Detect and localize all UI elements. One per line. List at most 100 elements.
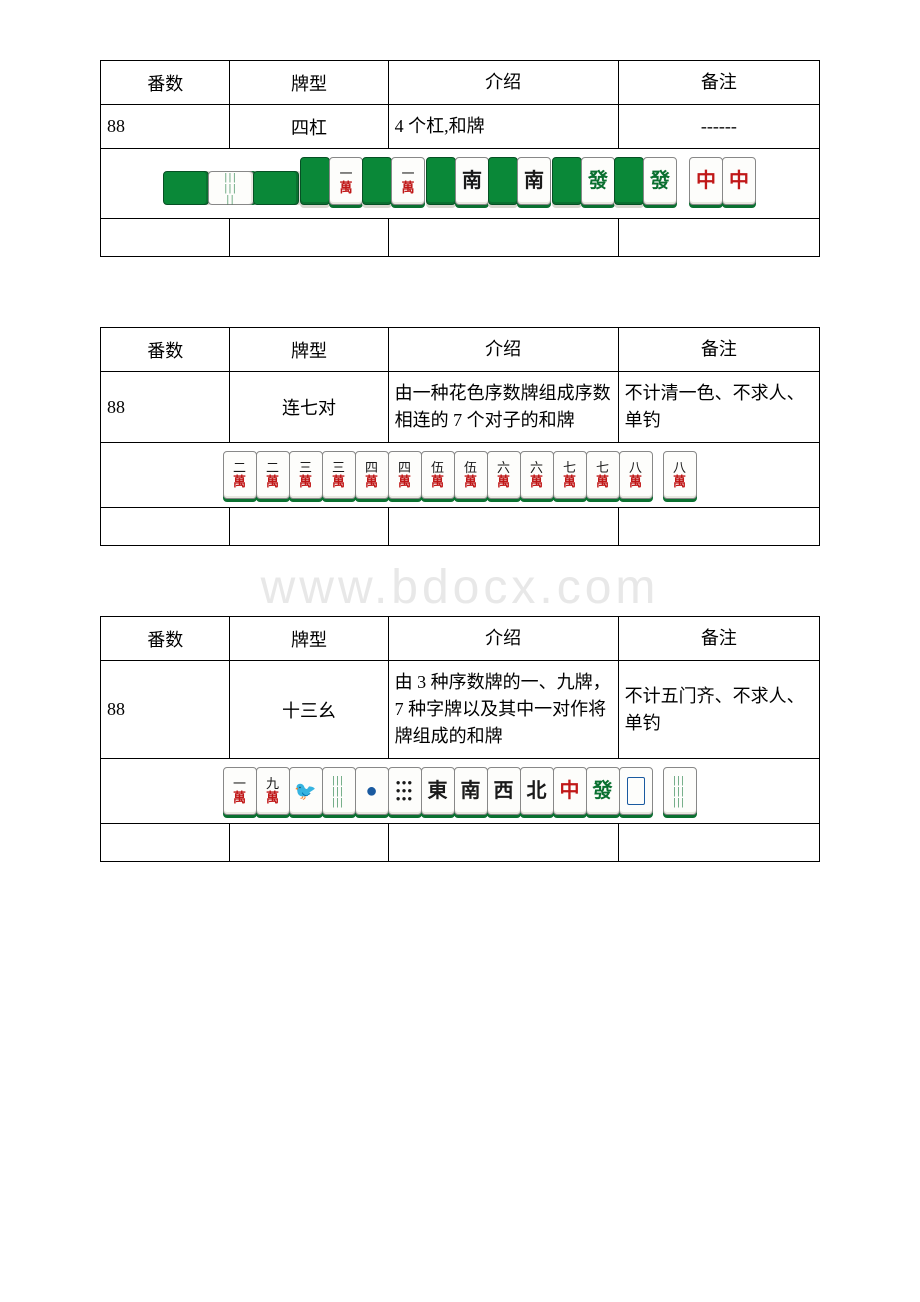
column-header-desc: 介绍 bbox=[388, 328, 618, 372]
tile-hand: ||| ||| ||一萬一萬南南發發中中 bbox=[164, 157, 756, 205]
mahjong-tile: 六萬 bbox=[520, 451, 554, 499]
table-row: ||| ||| ||一萬一萬南南發發中中 bbox=[101, 149, 820, 219]
mahjong-tile: 中 bbox=[553, 767, 587, 815]
empty-cell bbox=[618, 508, 819, 546]
mahjong-tile bbox=[253, 171, 299, 205]
cell-type: 十三幺 bbox=[230, 661, 388, 759]
mahjong-tile: 八萬 bbox=[663, 451, 697, 499]
table-row: 88连七对由一种花色序数牌组成序数相连的 7 个对子的和牌不计清一色、不求人、单… bbox=[101, 372, 820, 443]
mahjong-tile: 九萬 bbox=[256, 767, 290, 815]
mahjong-tile: 四萬 bbox=[355, 451, 389, 499]
mahjong-tile: ● bbox=[355, 767, 389, 815]
empty-cell bbox=[230, 219, 388, 257]
empty-cell bbox=[230, 824, 388, 862]
mahjong-tile: 七萬 bbox=[586, 451, 620, 499]
cell-fan: 88 bbox=[101, 372, 230, 443]
tables-container: 番数牌型介绍备注88四杠4 个杠,和牌------||| ||| ||一萬一萬南… bbox=[100, 60, 820, 862]
mahjong-tile: 一萬 bbox=[223, 767, 257, 815]
column-header-type: 牌型 bbox=[230, 328, 388, 372]
mahjong-tile: 八萬 bbox=[619, 451, 653, 499]
mahjong-tile: 北 bbox=[520, 767, 554, 815]
cell-desc: 由 3 种序数牌的一、九牌，7 种字牌以及其中一对作将牌组成的和牌 bbox=[388, 661, 618, 759]
empty-cell bbox=[618, 219, 819, 257]
column-header-note: 备注 bbox=[618, 617, 819, 661]
kong-group: 一萬一萬 bbox=[301, 157, 425, 205]
tiles-cell: 二萬二萬三萬三萬四萬四萬伍萬伍萬六萬六萬七萬七萬八萬八萬 bbox=[101, 443, 820, 508]
empty-cell bbox=[388, 508, 618, 546]
mahjong-tile bbox=[614, 157, 644, 205]
mahjong-tile: 伍萬 bbox=[421, 451, 455, 499]
mahjong-tile: ||| ||| ||| bbox=[322, 767, 356, 815]
table-row bbox=[101, 824, 820, 862]
cell-desc: 4 个杠,和牌 bbox=[388, 105, 618, 149]
mahjong-tile: 二萬 bbox=[256, 451, 290, 499]
cell-desc: 由一种花色序数牌组成序数相连的 7 个对子的和牌 bbox=[388, 372, 618, 443]
empty-cell bbox=[101, 508, 230, 546]
mahjong-tile: 發 bbox=[586, 767, 620, 815]
mahjong-tile: 西 bbox=[487, 767, 521, 815]
mahjong-tile: 二萬 bbox=[223, 451, 257, 499]
column-header-desc: 介绍 bbox=[388, 617, 618, 661]
table-row: 一萬九萬🐦||| ||| |||●●●● ●●● ●●●東南西北中發||| ||… bbox=[101, 759, 820, 824]
table-row: 二萬二萬三萬三萬四萬四萬伍萬伍萬六萬六萬七萬七萬八萬八萬 bbox=[101, 443, 820, 508]
mahjong-tile bbox=[426, 157, 456, 205]
mahjong-tile: ||| ||| ||| bbox=[663, 767, 697, 815]
kong-group: 發發 bbox=[553, 157, 677, 205]
mahjong-tile: 發 bbox=[581, 157, 615, 205]
mahjong-tile: 伍萬 bbox=[454, 451, 488, 499]
mahjong-tile bbox=[300, 157, 330, 205]
cell-note: ------ bbox=[618, 105, 819, 149]
mahjong-tile: 🐦 bbox=[289, 767, 323, 815]
empty-cell bbox=[101, 824, 230, 862]
tile-hand: 二萬二萬三萬三萬四萬四萬伍萬伍萬六萬六萬七萬七萬八萬八萬 bbox=[224, 451, 697, 499]
kong-group: 南南 bbox=[427, 157, 551, 205]
mahjong-tile bbox=[552, 157, 582, 205]
empty-cell bbox=[618, 824, 819, 862]
mahjong-tile bbox=[362, 157, 392, 205]
mahjong-tile: 南 bbox=[454, 767, 488, 815]
mahjong-tile: ●●● ●●● ●●● bbox=[388, 767, 422, 815]
mahjong-tile: 東 bbox=[421, 767, 455, 815]
table-row bbox=[101, 508, 820, 546]
cell-fan: 88 bbox=[101, 105, 230, 149]
column-header-note: 备注 bbox=[618, 61, 819, 105]
mahjong-tile: 南 bbox=[455, 157, 489, 205]
column-header-fan: 番数 bbox=[101, 61, 230, 105]
mahjong-tile: 一萬 bbox=[391, 157, 425, 205]
column-header-note: 备注 bbox=[618, 328, 819, 372]
mahjong-tile: 中 bbox=[689, 157, 723, 205]
table-row: 88四杠4 个杠,和牌------ bbox=[101, 105, 820, 149]
mahjong-tile bbox=[163, 171, 209, 205]
mahjong-tile bbox=[619, 767, 653, 815]
table-row: 88十三幺由 3 种序数牌的一、九牌，7 种字牌以及其中一对作将牌组成的和牌不计… bbox=[101, 661, 820, 759]
mahjong-tile: 發 bbox=[643, 157, 677, 205]
empty-cell bbox=[101, 219, 230, 257]
cell-note: 不计清一色、不求人、单钓 bbox=[618, 372, 819, 443]
mahjong-tile bbox=[488, 157, 518, 205]
mahjong-tile: 七萬 bbox=[553, 451, 587, 499]
column-header-type: 牌型 bbox=[230, 61, 388, 105]
tiles-cell: ||| ||| ||一萬一萬南南發發中中 bbox=[101, 149, 820, 219]
empty-cell bbox=[388, 824, 618, 862]
scoring-table: 番数牌型介绍备注88十三幺由 3 种序数牌的一、九牌，7 种字牌以及其中一对作将… bbox=[100, 616, 820, 862]
table-row bbox=[101, 219, 820, 257]
column-header-type: 牌型 bbox=[230, 617, 388, 661]
mahjong-tile: 三萬 bbox=[289, 451, 323, 499]
empty-cell bbox=[388, 219, 618, 257]
tiles-cell: 一萬九萬🐦||| ||| |||●●●● ●●● ●●●東南西北中發||| ||… bbox=[101, 759, 820, 824]
mahjong-tile: 一萬 bbox=[329, 157, 363, 205]
column-header-desc: 介绍 bbox=[388, 61, 618, 105]
cell-type: 连七对 bbox=[230, 372, 388, 443]
mahjong-tile: 四萬 bbox=[388, 451, 422, 499]
kong-group: ||| ||| || bbox=[164, 171, 299, 205]
mahjong-tile: 中 bbox=[722, 157, 756, 205]
scoring-table: 番数牌型介绍备注88四杠4 个杠,和牌------||| ||| ||一萬一萬南… bbox=[100, 60, 820, 257]
empty-cell bbox=[230, 508, 388, 546]
mahjong-tile: 南 bbox=[517, 157, 551, 205]
cell-note: 不计五门齐、不求人、单钓 bbox=[618, 661, 819, 759]
tile-hand: 一萬九萬🐦||| ||| |||●●●● ●●● ●●●東南西北中發||| ||… bbox=[224, 767, 697, 815]
cell-type: 四杠 bbox=[230, 105, 388, 149]
mahjong-tile: ||| ||| || bbox=[208, 171, 254, 205]
mahjong-tile: 三萬 bbox=[322, 451, 356, 499]
document-page: www.bdocx.com 番数牌型介绍备注88四杠4 个杠,和牌------|… bbox=[0, 0, 920, 992]
